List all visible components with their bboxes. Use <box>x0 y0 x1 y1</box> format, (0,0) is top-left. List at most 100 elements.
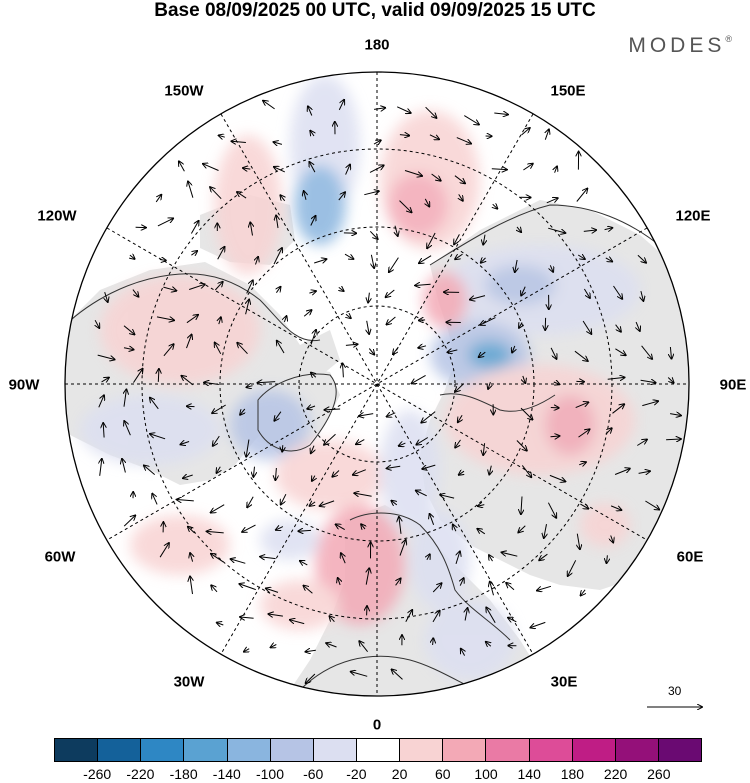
wind-vector <box>461 649 465 656</box>
wind-vector <box>506 583 515 591</box>
wind-vector <box>416 437 429 445</box>
wind-vector <box>610 506 621 510</box>
wind-vector <box>217 247 225 260</box>
wind-vector <box>156 317 174 320</box>
colorbar-swatch: #8ab5df <box>227 739 271 761</box>
wind-vector <box>304 191 306 200</box>
wind-vector <box>453 525 456 532</box>
wind-vector <box>188 527 195 534</box>
coastline <box>439 393 556 412</box>
wind-vector <box>343 363 344 378</box>
wind-vector <box>641 345 653 359</box>
anomaly-positive <box>315 505 405 625</box>
wind-vector <box>387 316 396 325</box>
anomaly-negative <box>80 395 220 465</box>
wind-vector <box>419 255 432 263</box>
wind-vector <box>353 469 366 475</box>
wind-vector <box>345 165 350 175</box>
wind-vector <box>246 280 253 294</box>
wind-vector <box>583 288 590 298</box>
reference-vector-label: 30 <box>668 684 682 698</box>
wind-vector <box>416 491 427 497</box>
wind-vector <box>582 320 591 334</box>
wind-vector <box>311 373 316 378</box>
height-anomaly-shading <box>80 75 640 680</box>
wind-vector <box>310 502 316 506</box>
wind-vector <box>244 649 249 652</box>
wind-vector <box>645 500 659 510</box>
wind-vector <box>523 164 532 171</box>
lon-label-60w: 60W <box>44 548 76 566</box>
wind-vector <box>640 380 656 383</box>
wind-vector <box>404 170 422 176</box>
wind-vector <box>310 216 316 226</box>
wind-vector <box>667 378 673 383</box>
wind-vector <box>577 255 585 259</box>
wind-vector <box>575 402 589 409</box>
wind-vector <box>240 617 254 618</box>
wind-vector <box>478 505 485 507</box>
wind-vector <box>392 669 403 680</box>
colorbar-swatch: #ffffff <box>356 739 401 761</box>
colorbar-tick-label: -20 <box>346 766 367 782</box>
meridian-120w-60e <box>106 227 648 541</box>
wind-vector <box>276 527 284 530</box>
wind-vector <box>186 335 192 349</box>
wind-vector <box>479 352 486 357</box>
wind-vector <box>494 113 508 115</box>
colorbar-tick-label: 100 <box>474 766 498 782</box>
wind-vector <box>530 621 546 627</box>
wind-vector <box>523 375 526 383</box>
wind-vector <box>247 386 253 388</box>
wind-vector <box>464 115 479 125</box>
wind-vector <box>483 443 484 455</box>
wind-vector <box>250 222 252 236</box>
colorbar-swatch: #ea7aa5 <box>486 739 530 761</box>
colorbar-tick-label: -140 <box>212 766 241 782</box>
lon-label-150w: 150W <box>164 82 204 100</box>
wind-vector <box>246 439 249 457</box>
wind-vector <box>521 496 522 515</box>
wind-vector <box>636 321 640 331</box>
wind-vector <box>431 173 441 181</box>
anomaly-negative <box>485 265 555 305</box>
coastline <box>429 204 666 266</box>
lon-label-120e: 120E <box>675 207 711 225</box>
colorbar-swatch: #dcdff1 <box>313 739 357 761</box>
wind-vector <box>274 142 283 144</box>
wind-vector <box>521 286 525 296</box>
wind-vector <box>177 500 194 501</box>
wind-vector <box>544 524 547 538</box>
wind-vector <box>189 284 205 290</box>
wind-vector <box>246 300 250 315</box>
wind-vector <box>242 524 256 532</box>
wind-vector <box>489 465 491 475</box>
wind-vector <box>330 616 335 623</box>
colorbar-tick-label: 220 <box>603 766 628 782</box>
wind-vector <box>346 314 351 318</box>
wind-vector <box>427 232 436 248</box>
wind-vector <box>547 502 556 518</box>
anomaly-negative <box>294 165 346 245</box>
colorbar-swatch: #5aa2d2 <box>184 739 228 761</box>
wind-vector <box>607 377 625 379</box>
colorbar-tick-label: 140 <box>517 766 541 782</box>
wind-vector <box>306 650 316 652</box>
wind-vector <box>430 514 434 525</box>
anomaly-positive <box>260 580 340 630</box>
wind-vector <box>433 638 434 646</box>
wind-vector <box>395 225 398 236</box>
lon-label-30e: 30E <box>550 673 578 691</box>
wind-vector <box>581 589 586 596</box>
colorbar-tick-label: 20 <box>391 766 408 782</box>
colorbar: #0d3b5e#14619a#2e87c4#5aa2d2#8ab5df#b6c4… <box>54 738 702 762</box>
anomaly-positive <box>423 272 467 328</box>
wind-vector <box>512 345 515 353</box>
wind-vector <box>271 645 277 648</box>
wind-vector <box>276 216 278 229</box>
brand-name: MODES <box>628 34 726 57</box>
wind-vector <box>266 588 279 593</box>
wind-vector <box>190 553 193 562</box>
wind-vectors <box>95 100 681 683</box>
wind-vector <box>324 433 336 445</box>
